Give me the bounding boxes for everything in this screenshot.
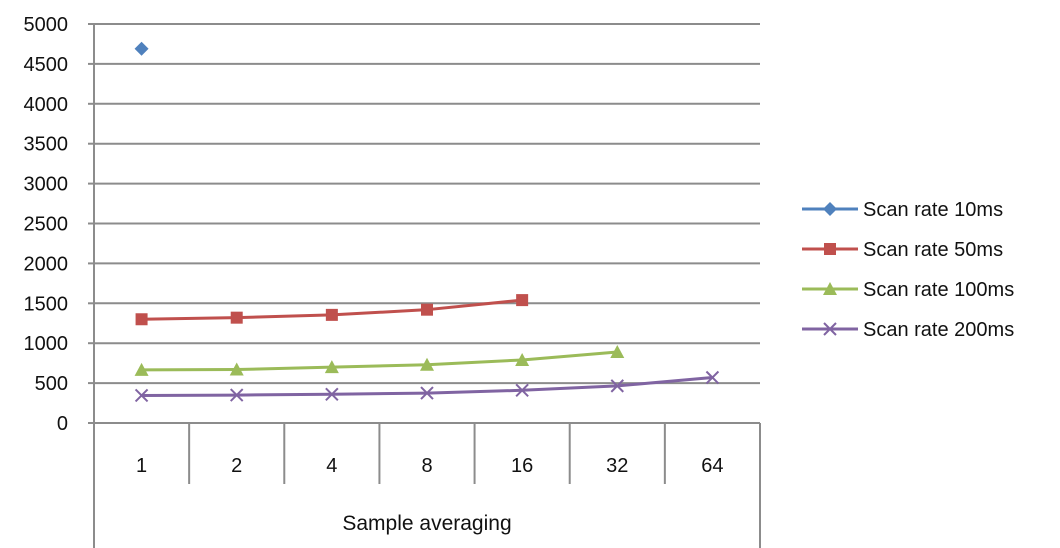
legend-item: Scan rate 10ms (802, 199, 1003, 221)
data-point (705, 370, 720, 385)
legend-marker (823, 282, 837, 295)
axes (88, 23, 761, 548)
y-tick-label: 4500 (24, 54, 69, 76)
data-point (134, 41, 149, 56)
gridlines (94, 23, 760, 424)
legend-item: Scan rate 50ms (802, 239, 1003, 261)
series-line (141, 350, 618, 372)
y-tick-label: 0 (57, 413, 68, 435)
data-point (135, 313, 148, 326)
data-point (610, 344, 625, 358)
legend-label: Scan rate 200ms (863, 319, 1014, 341)
data-point (515, 352, 530, 366)
legend-label: Scan rate 50ms (863, 239, 1003, 261)
data-point (420, 357, 434, 371)
y-tick-label: 2000 (24, 253, 69, 275)
y-tick-label: 5000 (24, 14, 69, 36)
x-tick-label: 64 (701, 455, 723, 477)
legend-item: Scan rate 200ms (802, 319, 1014, 341)
legend-marker (823, 322, 837, 336)
data-point (230, 388, 244, 402)
data-point (516, 294, 529, 307)
legend-item: Scan rate 100ms (802, 279, 1014, 301)
data-point (420, 386, 434, 400)
legend: Scan rate 10ms Scan rate 50ms Scan rate 10… (802, 199, 1014, 341)
data-point (229, 362, 244, 376)
data-point (230, 311, 243, 324)
x-tick-label: 16 (511, 455, 533, 477)
series-1 (134, 41, 149, 56)
legend-label: Scan rate 10ms (863, 199, 1003, 221)
series-layer (134, 41, 720, 403)
y-tick-label: 3000 (24, 174, 69, 196)
y-axis-ticks: 0 500 1000 1500 2000 2500 3000 3500 4000 4500 5000 (24, 14, 69, 435)
data-point (515, 383, 529, 397)
y-tick-label: 4000 (24, 94, 69, 116)
y-tick-label: 1500 (24, 293, 69, 315)
x-tick-label: 2 (231, 455, 242, 477)
x-tick-label: 32 (606, 455, 628, 477)
data-point (324, 360, 339, 374)
data-point (325, 308, 338, 321)
legend-marker (823, 202, 837, 216)
y-tick-label: 500 (35, 373, 68, 395)
x-axis-ticks: 1 2 4 8 16 32 64 (136, 455, 724, 477)
legend-marker (824, 243, 836, 255)
data-point (610, 379, 624, 393)
x-axis-label: Sample averaging (342, 512, 511, 535)
data-point (134, 362, 149, 376)
data-point (325, 387, 339, 401)
series-2 (135, 294, 529, 326)
x-tick-label: 1 (136, 455, 147, 477)
data-point (421, 303, 433, 316)
data-point (134, 388, 149, 403)
y-tick-label: 3500 (24, 134, 69, 156)
series-4 (134, 370, 720, 403)
y-tick-label: 2500 (24, 214, 69, 236)
y-tick-label: 1000 (24, 333, 69, 355)
series-3 (134, 344, 625, 376)
x-tick-label: 8 (421, 455, 432, 477)
legend-label: Scan rate 100ms (863, 279, 1014, 301)
x-tick-label: 4 (326, 455, 337, 477)
